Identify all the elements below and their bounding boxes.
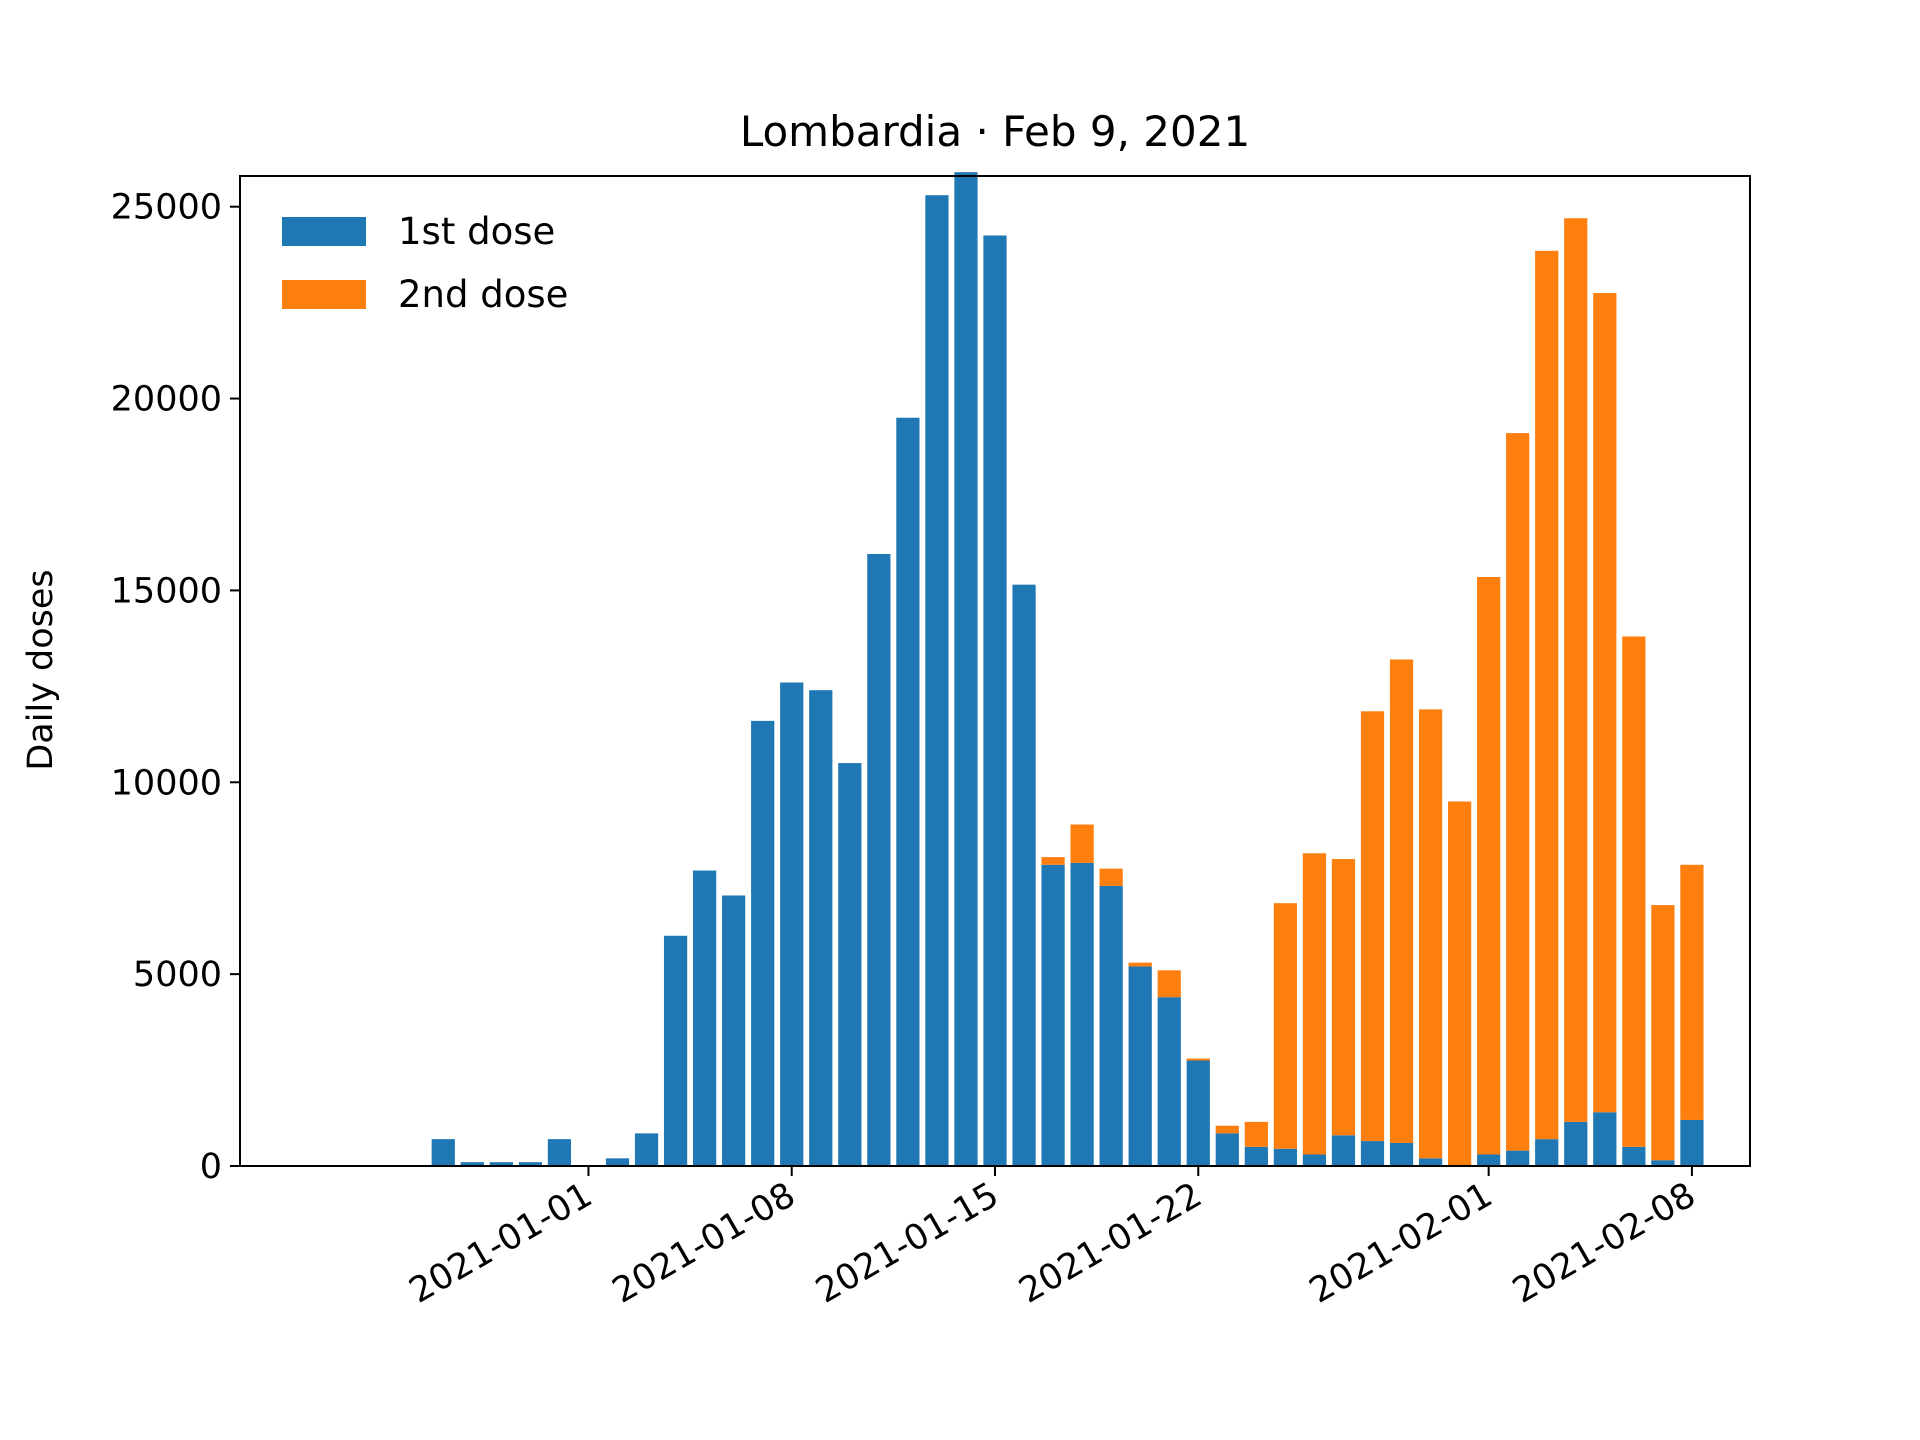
- bar-first-dose-2021-01-23: [1215, 1133, 1239, 1166]
- bar-first-dose-2020-12-30: [518, 1162, 542, 1166]
- bar-first-dose-2021-01-17: [1041, 864, 1065, 1166]
- bar-first-dose-2021-01-07: [751, 720, 775, 1166]
- bar-first-dose-2021-01-03: [634, 1133, 659, 1166]
- bar-first-dose-2021-01-25: [1273, 1148, 1297, 1166]
- bar-first-dose-2021-01-19: [1099, 885, 1123, 1166]
- bar-second-dose-2021-01-28: [1360, 711, 1385, 1142]
- bar-second-dose-2021-01-29: [1389, 659, 1414, 1143]
- y-tick-label: 20000: [111, 380, 222, 420]
- bar-second-dose-2021-01-22: [1186, 1058, 1210, 1061]
- bar-second-dose-2021-02-08: [1680, 864, 1704, 1120]
- bar-second-dose-2021-01-21: [1157, 970, 1181, 998]
- y-tick-label: 5000: [133, 955, 222, 995]
- bar-first-dose-2021-01-08: [780, 682, 804, 1166]
- chart-title: Lombardia · Feb 9, 2021: [740, 107, 1250, 156]
- x-tick-label: 2021-02-01: [1303, 1175, 1499, 1311]
- bar-second-dose-2021-01-24: [1244, 1121, 1268, 1147]
- bar-first-dose-2021-01-14: [954, 172, 978, 1166]
- bar-first-dose-2021-02-03: [1535, 1139, 1559, 1166]
- bar-second-dose-2021-02-04: [1564, 218, 1588, 1122]
- y-tick-label: 25000: [111, 188, 222, 228]
- legend-label-first-dose: 1st dose: [398, 210, 555, 253]
- bar-second-dose-2021-02-06: [1622, 636, 1646, 1147]
- bar-second-dose-2021-02-07: [1651, 905, 1675, 1161]
- bar-first-dose-2021-01-21: [1157, 997, 1181, 1166]
- y-tick-label: 15000: [111, 571, 222, 611]
- bar-first-dose-2021-01-26: [1302, 1154, 1327, 1166]
- bar-first-dose-2020-12-27: [431, 1139, 455, 1166]
- bar-first-dose-2021-01-10: [838, 763, 862, 1166]
- bar-first-dose-2021-01-02: [605, 1158, 630, 1166]
- legend: 1st dose 2nd dose: [282, 210, 568, 316]
- bar-first-dose-2021-02-07: [1651, 1160, 1675, 1166]
- bar-first-dose-2021-01-13: [925, 195, 949, 1166]
- bar-first-dose-2020-12-29: [489, 1162, 513, 1166]
- bar-second-dose-2021-01-27: [1331, 859, 1356, 1136]
- bar-first-dose-2021-02-05: [1593, 1112, 1617, 1166]
- x-tick-label: 2021-01-15: [809, 1175, 1005, 1311]
- x-tick-label: 2021-01-22: [1013, 1175, 1209, 1311]
- bar-second-dose-2021-01-26: [1302, 853, 1327, 1155]
- bar-first-dose-2021-02-01: [1477, 1154, 1501, 1166]
- bar-second-dose-2021-01-19: [1099, 868, 1123, 886]
- bar-first-dose-2021-01-11: [867, 553, 891, 1166]
- y-tick-label: 0: [200, 1147, 222, 1187]
- bar-first-dose-2021-01-30: [1418, 1158, 1443, 1166]
- bar-first-dose-2021-02-08: [1680, 1119, 1704, 1166]
- bar-first-dose-2021-01-29: [1389, 1142, 1414, 1166]
- x-tick-label: 2021-02-08: [1506, 1175, 1702, 1311]
- bar-second-dose-2021-01-18: [1070, 824, 1094, 863]
- bar-second-dose-2021-02-03: [1535, 250, 1559, 1140]
- bar-second-dose-2021-01-17: [1041, 857, 1065, 865]
- bar-second-dose-2021-01-20: [1128, 962, 1152, 967]
- bar-first-dose-2021-01-20: [1128, 966, 1152, 1166]
- bar-first-dose-2021-01-06: [722, 895, 746, 1166]
- bar-second-dose-2021-01-31: [1448, 801, 1472, 1166]
- legend-swatch-second-dose: [282, 280, 366, 309]
- bar-first-dose-2021-01-22: [1186, 1060, 1210, 1166]
- y-tick-label: 10000: [111, 763, 222, 803]
- bar-first-dose-2020-12-28: [460, 1162, 484, 1166]
- y-axis-label: Daily doses: [21, 569, 61, 770]
- bar-first-dose-2021-01-28: [1360, 1141, 1385, 1166]
- bar-first-dose-2021-02-02: [1506, 1150, 1530, 1166]
- bar-second-dose-2021-02-01: [1477, 576, 1501, 1155]
- bar-second-dose-2021-02-02: [1506, 433, 1530, 1151]
- bar-first-dose-2021-02-04: [1564, 1121, 1588, 1166]
- bar-second-dose-2021-02-05: [1593, 293, 1617, 1113]
- bar-first-dose-2021-01-24: [1244, 1146, 1268, 1166]
- bar-first-dose-2021-02-06: [1622, 1146, 1646, 1166]
- bar-first-dose-2021-01-15: [983, 235, 1007, 1167]
- bar-first-dose-2021-01-27: [1331, 1135, 1356, 1166]
- bar-first-dose-2021-01-09: [809, 690, 833, 1166]
- bar-first-dose-2021-01-04: [663, 935, 688, 1166]
- bar-first-dose-2021-01-05: [693, 870, 717, 1166]
- bars-group: [431, 172, 1704, 1167]
- x-tick-label: 2021-01-01: [403, 1175, 599, 1311]
- bar-second-dose-2021-01-30: [1418, 709, 1443, 1159]
- bar-second-dose-2021-01-23: [1215, 1125, 1239, 1134]
- legend-label-second-dose: 2nd dose: [398, 273, 568, 316]
- bar-first-dose-2020-12-31: [547, 1139, 572, 1166]
- bar-first-dose-2021-01-16: [1012, 584, 1036, 1166]
- bar-second-dose-2021-01-25: [1273, 903, 1297, 1149]
- x-tick-label: 2021-01-08: [606, 1175, 802, 1311]
- legend-swatch-first-dose: [282, 217, 366, 246]
- bar-first-dose-2021-01-18: [1070, 862, 1094, 1166]
- bar-first-dose-2021-01-12: [896, 417, 920, 1166]
